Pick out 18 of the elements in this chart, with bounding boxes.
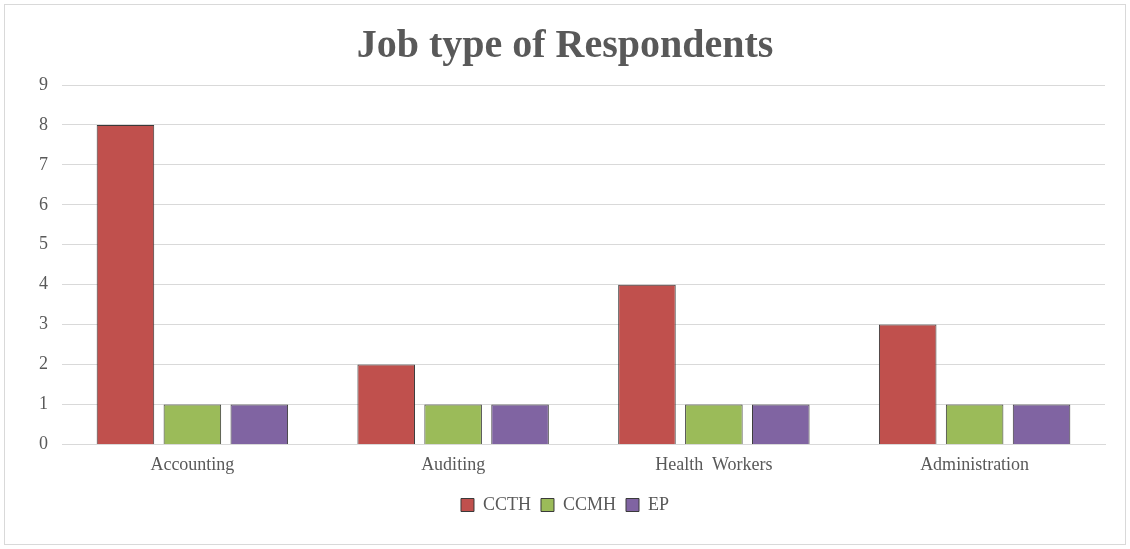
y-tick-label: 2 (39, 353, 48, 374)
y-tick-label: 1 (39, 393, 48, 414)
y-tick-label: 6 (39, 193, 48, 214)
y-tick-label: 0 (39, 433, 48, 454)
chart-title: Job type of Respondents (356, 21, 774, 67)
y-tick-label: 3 (39, 313, 48, 334)
x-tick-label: Accounting (150, 453, 235, 474)
y-tick-label: 5 (39, 233, 48, 254)
x-tick-label: Administration (920, 453, 1030, 474)
x-tick-label: Auditing (421, 453, 486, 474)
y-tick-label: 4 (39, 273, 48, 294)
y-tick-label: 9 (39, 73, 48, 94)
legend-label: CCMH (562, 493, 617, 514)
y-tick-label: 8 (39, 113, 48, 134)
y-tick-label: 7 (39, 153, 48, 174)
legend-label: CCTH (482, 493, 531, 514)
x-tick-label: Health Workers (655, 453, 773, 474)
legend-label: EP (648, 493, 670, 514)
